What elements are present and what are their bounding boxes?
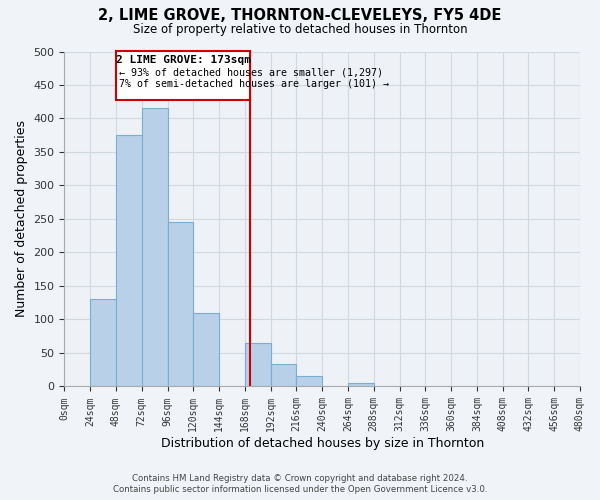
Text: 7% of semi-detached houses are larger (101) →: 7% of semi-detached houses are larger (1… xyxy=(119,79,389,89)
Text: Contains HM Land Registry data © Crown copyright and database right 2024.
Contai: Contains HM Land Registry data © Crown c… xyxy=(113,474,487,494)
Bar xyxy=(193,313,219,386)
Bar xyxy=(142,108,167,386)
Text: Size of property relative to detached houses in Thornton: Size of property relative to detached ho… xyxy=(133,22,467,36)
Text: 2, LIME GROVE, THORNTON-CLEVELEYS, FY5 4DE: 2, LIME GROVE, THORNTON-CLEVELEYS, FY5 4… xyxy=(98,8,502,22)
Bar xyxy=(116,52,250,100)
X-axis label: Distribution of detached houses by size in Thornton: Distribution of detached houses by size … xyxy=(161,437,484,450)
Y-axis label: Number of detached properties: Number of detached properties xyxy=(15,120,28,318)
Bar xyxy=(245,343,271,386)
Text: 2 LIME GROVE: 173sqm: 2 LIME GROVE: 173sqm xyxy=(116,55,251,65)
Bar xyxy=(296,376,322,386)
Bar xyxy=(271,364,296,386)
Text: ← 93% of detached houses are smaller (1,297): ← 93% of detached houses are smaller (1,… xyxy=(119,68,383,78)
Bar xyxy=(167,222,193,386)
Bar xyxy=(90,300,116,386)
Bar xyxy=(116,135,142,386)
Bar xyxy=(348,383,374,386)
